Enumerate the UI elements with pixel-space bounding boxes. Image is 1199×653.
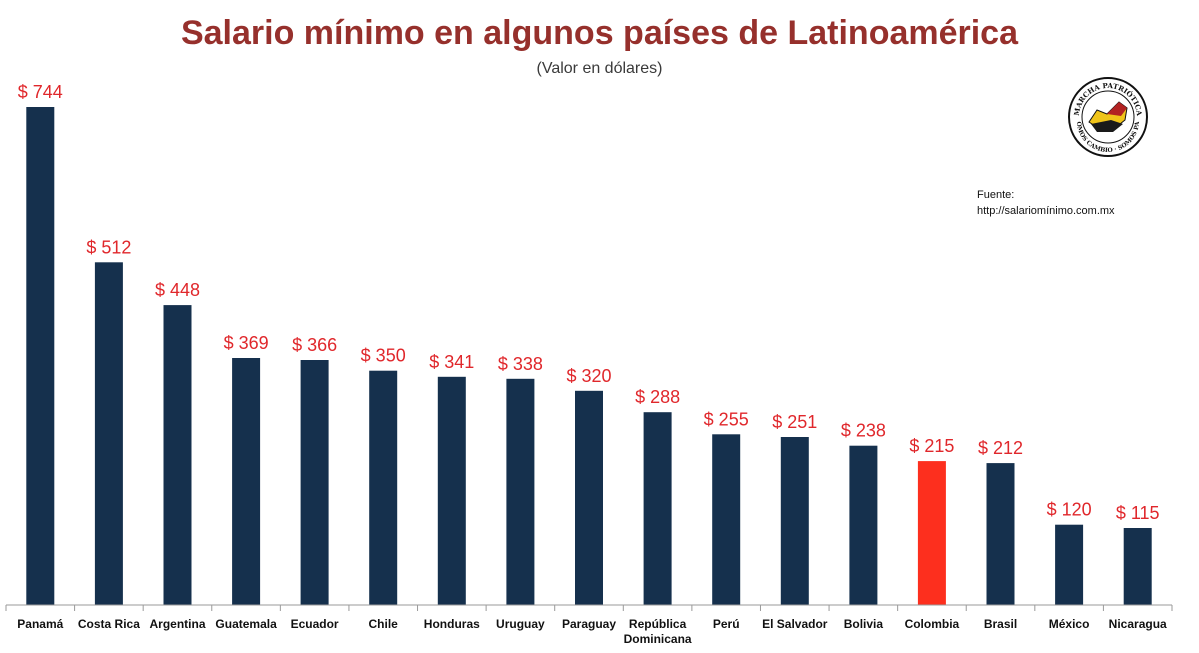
value-label: $ 215 (909, 436, 954, 456)
bar-panamá (26, 107, 55, 605)
value-label: $ 338 (498, 354, 543, 374)
category-label: El Salvador (762, 617, 828, 631)
bar-paraguay (575, 390, 603, 605)
value-label: $ 341 (429, 352, 474, 372)
value-label: $ 448 (155, 280, 200, 300)
category-label: Honduras (424, 617, 480, 631)
value-label: $ 115 (1116, 503, 1160, 523)
value-label: $ 120 (1047, 500, 1092, 520)
value-label: $ 238 (841, 421, 886, 441)
category-label: Nicaragua (1109, 617, 1167, 631)
source-label: Fuente: (977, 189, 1015, 201)
value-label: $ 512 (86, 237, 131, 257)
category-label: Argentina (149, 617, 205, 631)
category-label: Costa Rica (78, 617, 140, 631)
bar-ecuador (300, 360, 329, 605)
chart-subtitle: (Valor en dólares) (536, 60, 663, 77)
bar-perú (712, 434, 741, 605)
bar-uruguay (506, 378, 535, 605)
bar-méxico (1055, 524, 1084, 605)
value-label: $ 350 (361, 346, 406, 366)
bar-república-dominicana (643, 412, 672, 605)
category-label: Colombia (905, 617, 960, 631)
marcha-patriotica-logo: MARCHA PATRIÓTICA SOMOS CAMBIO · SOMOS P… (1067, 76, 1148, 157)
value-label: $ 369 (224, 333, 269, 353)
category-label: República (629, 617, 687, 631)
category-label: México (1049, 617, 1090, 631)
bar-guatemala (232, 358, 261, 605)
value-label: $ 744 (18, 82, 63, 102)
bar-nicaragua (1123, 528, 1152, 605)
chart-title: Salario mínimo en algunos países de Lati… (180, 14, 1019, 52)
category-label: Perú (713, 617, 740, 631)
source-url: http://salariomínimo.com.mx (977, 205, 1115, 217)
category-label: Guatemala (215, 617, 277, 631)
category-label: Dominicana (624, 632, 692, 646)
category-label: Brasil (984, 617, 1017, 631)
bar-bolivia (849, 445, 878, 605)
value-label: $ 212 (978, 438, 1023, 458)
x-axis-ticks (5, 605, 1173, 611)
bar-colombia (917, 461, 946, 605)
category-label: Chile (369, 617, 399, 631)
category-label: Panamá (17, 617, 63, 631)
bar-el-salvador (780, 437, 809, 605)
bar-honduras (437, 376, 466, 606)
bars-layer (26, 107, 1152, 606)
value-label: $ 288 (635, 387, 680, 407)
bar-argentina (163, 305, 192, 605)
value-label: $ 251 (772, 412, 817, 432)
bar-brasil (986, 463, 1015, 605)
value-label: $ 320 (566, 366, 611, 386)
value-label: $ 366 (292, 335, 337, 355)
category-label: Paraguay (562, 617, 616, 631)
category-label: Uruguay (496, 617, 545, 631)
labels-layer: $ 744 Panamá $ 512 Costa Rica $ 448 Argentina… (17, 82, 1167, 646)
source-note: Fuente: http://salariomínimo.com.mx (977, 187, 1115, 219)
value-label: $ 255 (704, 409, 749, 429)
bar-costa-rica (94, 262, 123, 605)
category-label: Ecuador (291, 617, 339, 631)
category-label: Bolivia (844, 617, 884, 631)
bar-chile (369, 370, 398, 605)
